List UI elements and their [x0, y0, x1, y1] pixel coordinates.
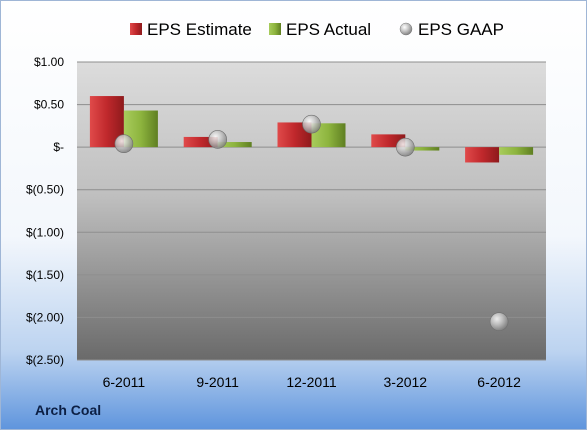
legend-item-actual: EPS Actual [269, 20, 371, 39]
marker-eps-gaap [208, 130, 227, 149]
y-tick-label: $(2.50) [26, 353, 64, 367]
bars [89, 96, 534, 163]
y-tick-label: $(0.50) [26, 183, 64, 197]
y-tick-label: $(1.50) [26, 268, 64, 282]
marker-eps-gaap [395, 137, 415, 157]
y-tick-label: $(1.00) [26, 225, 64, 239]
plot-area [77, 62, 546, 360]
bar-eps-actual [499, 147, 534, 155]
legend-label-gaap: EPS GAAP [418, 20, 504, 39]
legend-item-estimate: EPS Estimate [130, 20, 252, 39]
x-tick-label: 9-2011 [196, 374, 239, 390]
y-tick-label: $0.50 [34, 98, 64, 112]
y-tick-label: $(2.00) [26, 310, 64, 324]
y-tick-label: $1.00 [34, 55, 64, 69]
legend-label-estimate: EPS Estimate [147, 20, 252, 39]
legend-label-actual: EPS Actual [286, 20, 371, 39]
legend-swatch-estimate [130, 23, 142, 35]
bar-eps-actual [405, 147, 440, 151]
gaap-markers [114, 114, 509, 331]
marker-eps-gaap [302, 114, 321, 134]
legend: EPS Estimate EPS Actual EPS GAAP [130, 20, 504, 39]
company-name: Arch Coal [35, 402, 102, 418]
y-tick-label: $- [53, 140, 64, 154]
marker-eps-gaap [489, 312, 509, 331]
x-tick-label: 6-2011 [103, 374, 146, 390]
bar-eps-estimate [465, 147, 500, 163]
legend-item-gaap: EPS GAAP [399, 20, 504, 39]
bar-eps-actual [217, 142, 252, 148]
bar-eps-estimate [183, 136, 218, 148]
legend-marker-gaap [399, 22, 413, 36]
x-tick-label: 6-2012 [477, 374, 521, 390]
bar-eps-actual [311, 123, 346, 148]
x-axis-ticks: 6-2011 9-2011 12-2011 3-2012 6-2012 [103, 374, 521, 390]
marker-eps-gaap [114, 134, 134, 154]
x-tick-label: 3-2012 [384, 374, 428, 390]
y-axis-ticks: $1.00 $0.50 $- $(0.50) $(1.00) $(1.50) $(2.00)… [26, 55, 64, 367]
legend-swatch-actual [269, 23, 281, 35]
x-tick-label: 12-2011 [286, 374, 337, 390]
